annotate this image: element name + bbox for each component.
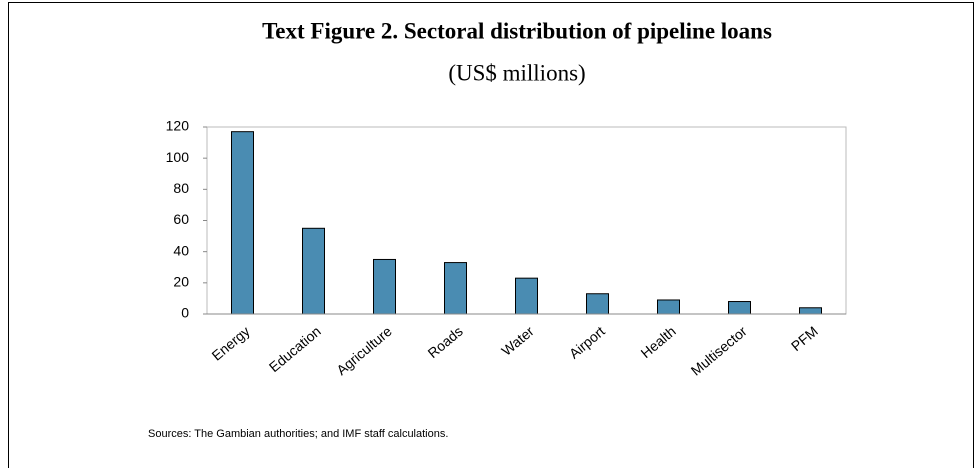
bar — [373, 258, 396, 315]
bar — [657, 299, 680, 315]
y-tick-label: 80 — [173, 180, 189, 196]
bar — [515, 277, 538, 315]
x-tick-label: Water — [498, 323, 537, 359]
x-tick-label: Agriculture — [333, 323, 395, 378]
chart-title: Text Figure 2. Sectoral distribution of … — [262, 18, 772, 43]
x-tick-label: Multisector — [688, 323, 750, 379]
frame — [8, 2, 974, 468]
bar — [302, 227, 325, 315]
y-tick-label: 100 — [166, 149, 190, 165]
x-tick-label: Energy — [209, 323, 253, 364]
y-tick-label: 40 — [173, 242, 189, 258]
source-note: Sources: The Gambian authorities; and IM… — [148, 428, 448, 440]
bar — [586, 293, 609, 315]
x-tick-label: PFM — [788, 323, 821, 354]
y-tick-label: 0 — [181, 305, 189, 321]
bar — [444, 262, 467, 315]
x-tick-label: Airport — [566, 323, 608, 362]
bar — [728, 301, 751, 315]
x-tick-label: Health — [638, 323, 679, 361]
x-tick-label: Roads — [425, 323, 466, 361]
y-tick-label: 60 — [173, 211, 189, 227]
y-tick-label: 120 — [166, 118, 190, 134]
bar — [231, 131, 254, 315]
x-tick-label: Education — [266, 323, 324, 375]
y-tick-label: 20 — [173, 274, 189, 290]
chart-subtitle: (US$ millions) — [448, 60, 585, 85]
bar — [799, 307, 822, 315]
